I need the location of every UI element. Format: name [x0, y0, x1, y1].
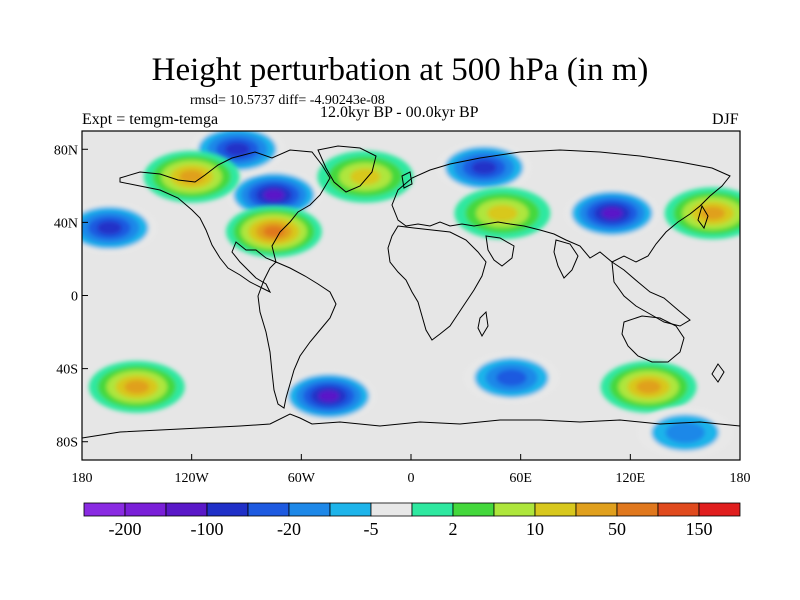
colorbar-box-11	[534, 502, 577, 517]
colorbar-box-12	[575, 502, 618, 517]
anomaly-cell-5	[317, 150, 414, 203]
y-axis: 80N 40N 0 40S 80S	[54, 143, 88, 451]
coast-new-zealand	[711, 363, 725, 383]
anomaly-level-9-3	[487, 204, 518, 222]
anomaly-level-13-3	[496, 369, 527, 387]
coast-arabia	[485, 235, 515, 267]
anomaly-level-5-3	[350, 168, 381, 185]
x-axis: 180 120W 60W 0 60E 120E 180	[72, 454, 751, 486]
colorbar-box-3	[206, 502, 249, 517]
colorbar-box-7	[370, 502, 413, 517]
coast-japan	[697, 204, 709, 230]
anomaly-cell-12	[280, 370, 377, 423]
anomaly-cell-14	[637, 406, 734, 459]
anomaly-level-12-5	[318, 390, 340, 402]
coast-antarctica	[82, 413, 740, 439]
x-tick-label-3: 0	[408, 471, 415, 486]
anomaly-field	[82, 131, 740, 459]
x-tick-label-5: 120E	[616, 471, 646, 486]
anomaly-level-14-2	[665, 421, 705, 444]
x-tick-label-6: 180	[730, 471, 751, 486]
stats-line: rmsd= 10.5737 diff= -4.90243e-08	[190, 93, 385, 108]
x-tick-label-4: 60E	[509, 471, 532, 486]
anomaly-cell-11	[600, 360, 697, 413]
colorbar-box-13	[616, 502, 659, 517]
coast-europe-asia	[391, 149, 731, 263]
coast-india	[553, 239, 579, 279]
chart-title: Height perturbation at 500 hPa (in m)	[151, 52, 649, 88]
coast-africa	[387, 225, 487, 341]
coast-uk	[401, 171, 413, 189]
anomaly-cell-10	[88, 360, 185, 413]
x-tick-label-0: 180	[72, 471, 93, 486]
anomaly-cell-4	[143, 150, 240, 203]
period-label: 12.0kyr BP - 00.0kyr BP	[320, 104, 479, 121]
colorbar-box-9	[452, 502, 495, 517]
coast-southeast-asia	[611, 260, 691, 327]
season-label: DJF	[712, 111, 739, 128]
colorbar-box-2	[165, 502, 208, 517]
colorbar: -200 -100 -20 -5 2 10 50 150	[83, 502, 741, 539]
y-tick-label-1: 40N	[54, 216, 78, 231]
anomaly-level-0-5	[263, 189, 285, 201]
anomaly-cell-0	[225, 168, 322, 221]
anomaly-level-3-5	[263, 225, 285, 238]
anomaly-level-8-4	[700, 206, 726, 220]
coast-north-america	[119, 149, 331, 294]
x-tick-label-2: 60W	[288, 471, 316, 486]
anomaly-level-2-4	[224, 142, 250, 157]
anomaly-cell-7	[564, 187, 661, 240]
anomaly-cell-1	[82, 201, 158, 254]
anomaly-level-11-4	[636, 380, 662, 394]
colorbar-label-1: -100	[191, 519, 224, 539]
colorbar-box-14	[657, 502, 700, 517]
colorbar-box-6	[329, 502, 372, 517]
colorbar-label-4: 2	[449, 519, 458, 539]
colorbar-label-7: 150	[686, 519, 713, 539]
colorbar-label-2: -20	[277, 519, 301, 539]
colorbar-box-4	[247, 502, 290, 517]
colorbar-box-5	[288, 502, 331, 517]
colorbar-label-5: 10	[526, 519, 544, 539]
colorbar-box-1	[124, 502, 167, 517]
anomaly-level-7-5	[601, 207, 623, 219]
anomaly-cell-8	[664, 187, 740, 240]
y-tick-label-3: 40S	[56, 363, 78, 378]
x-tick-label-1: 120W	[175, 471, 210, 486]
anomaly-level-6-4	[471, 160, 497, 175]
colorbar-label-3: -5	[364, 519, 379, 539]
colorbar-label-6: 50	[608, 519, 626, 539]
y-tick-label-0: 80N	[54, 143, 78, 158]
colorbar-box-0	[83, 502, 126, 517]
coast-greenland	[317, 145, 377, 193]
y-tick-label-2: 0	[71, 290, 78, 305]
colorbar-box-15	[698, 502, 741, 517]
colorbar-label-0: -200	[109, 519, 142, 539]
coast-madagascar	[477, 310, 489, 338]
coastlines	[82, 145, 740, 439]
anomaly-level-1-4	[96, 221, 122, 235]
colorbar-box-8	[411, 502, 454, 517]
anomaly-cell-9	[454, 187, 551, 240]
anomaly-level-10-4	[124, 380, 150, 394]
experiment-label: Expt = temgm-temga	[82, 111, 219, 128]
anomaly-cell-3	[225, 205, 322, 258]
anomaly-cell-13	[463, 351, 560, 404]
colorbar-box-10	[493, 502, 536, 517]
coast-south-america	[257, 261, 337, 409]
anomaly-cell-6	[436, 141, 533, 194]
coast-australia	[621, 315, 685, 363]
y-tick-label-4: 80S	[56, 436, 78, 451]
